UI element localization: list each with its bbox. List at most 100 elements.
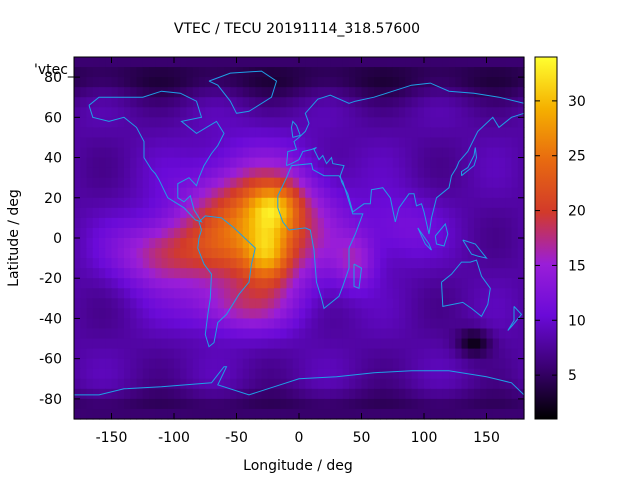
heat-cell — [161, 398, 169, 410]
heat-cell — [186, 368, 194, 380]
heat-cell — [311, 177, 319, 189]
heat-cell — [205, 328, 213, 340]
heat-cell — [355, 127, 363, 139]
heat-cell — [499, 207, 506, 219]
heat-cell — [349, 197, 356, 209]
heat-cell — [255, 388, 263, 400]
heat-cell — [342, 398, 350, 410]
heat-cell — [161, 368, 169, 380]
heat-cell — [142, 177, 150, 189]
heat-cell — [411, 87, 419, 98]
heat-cell — [155, 137, 163, 149]
heat-cell — [449, 318, 456, 330]
heat-cell — [492, 368, 500, 380]
heat-cell — [292, 147, 300, 159]
heat-cell — [111, 227, 119, 239]
heat-cell — [230, 338, 238, 350]
heat-cell — [136, 408, 144, 420]
heat-cell — [511, 107, 519, 118]
heat-cell — [411, 157, 419, 169]
heat-cell — [236, 137, 244, 149]
heat-cell — [305, 368, 313, 380]
heat-cell — [92, 67, 100, 78]
heat-cell — [224, 328, 231, 340]
heat-cell — [124, 378, 131, 390]
heat-cell — [305, 147, 313, 159]
heat-cell — [424, 288, 431, 299]
heat-cell — [317, 318, 325, 330]
heat-cell — [161, 127, 169, 139]
heat-cell — [311, 227, 319, 239]
heat-cell — [292, 278, 300, 289]
heat-cell — [211, 408, 219, 420]
heat-cell — [455, 77, 463, 88]
heat-cell — [217, 268, 225, 279]
heat-cell — [317, 187, 325, 199]
heat-cell — [392, 147, 400, 159]
heat-cell — [74, 368, 81, 380]
heat-cell — [324, 318, 331, 330]
heat-cell — [217, 127, 225, 139]
heat-cell — [386, 248, 394, 259]
heat-cell — [124, 167, 131, 179]
heat-cell — [211, 167, 219, 179]
heat-cell — [486, 348, 494, 360]
heat-cell — [130, 117, 138, 128]
heat-cell — [74, 318, 81, 330]
heat-cell — [105, 77, 113, 88]
heat-cell — [367, 147, 375, 159]
heat-cell — [92, 87, 100, 98]
heat-cell — [217, 328, 225, 340]
heat-cell — [267, 328, 275, 340]
heat-cell — [511, 57, 519, 68]
heat-cell — [180, 328, 188, 340]
heat-cell — [517, 87, 525, 98]
heat-cell — [467, 358, 475, 370]
heat-cell — [180, 107, 188, 118]
heat-cell — [92, 298, 100, 309]
heat-cell — [199, 57, 206, 68]
heat-cell — [474, 217, 481, 229]
heat-cell — [280, 137, 288, 149]
heat-cell — [511, 268, 519, 279]
heat-cell — [286, 167, 294, 179]
heat-cell — [299, 358, 306, 370]
heat-cell — [117, 368, 125, 380]
heat-cell — [480, 167, 488, 179]
heat-cell — [274, 318, 281, 330]
heat-cell — [255, 408, 263, 420]
heat-cell — [505, 197, 513, 209]
heat-cell — [449, 348, 456, 360]
heat-cell — [124, 107, 131, 118]
heat-cell — [136, 127, 144, 139]
heat-cell — [505, 248, 513, 259]
x-axis-ticks: -150 -100 -50 0 50 100 150 — [96, 57, 500, 446]
heat-cell — [317, 167, 325, 179]
heat-cell — [280, 117, 288, 128]
heat-cell — [92, 157, 100, 169]
heat-cell — [467, 207, 475, 219]
heat-cell — [436, 217, 444, 229]
heat-cell — [292, 318, 300, 330]
heat-cell — [342, 207, 350, 219]
heat-cell — [205, 348, 213, 360]
heat-cell — [255, 197, 263, 209]
heat-cell — [292, 157, 300, 169]
heat-cell — [474, 238, 481, 249]
heat-cell — [86, 358, 94, 370]
heat-cell — [286, 328, 294, 340]
heat-cell — [417, 207, 425, 219]
heat-cell — [386, 298, 394, 309]
heat-cell — [111, 368, 119, 380]
heat-cell — [405, 87, 413, 98]
heat-cell — [392, 107, 400, 118]
heat-cell — [230, 217, 238, 229]
heat-cell — [486, 147, 494, 159]
heat-cell — [305, 378, 313, 390]
heat-cell — [374, 238, 381, 249]
heat-cell — [355, 258, 363, 269]
heat-cell — [230, 167, 238, 179]
heat-cell — [436, 378, 444, 390]
heat-cell — [149, 177, 156, 189]
heat-cell — [136, 97, 144, 108]
